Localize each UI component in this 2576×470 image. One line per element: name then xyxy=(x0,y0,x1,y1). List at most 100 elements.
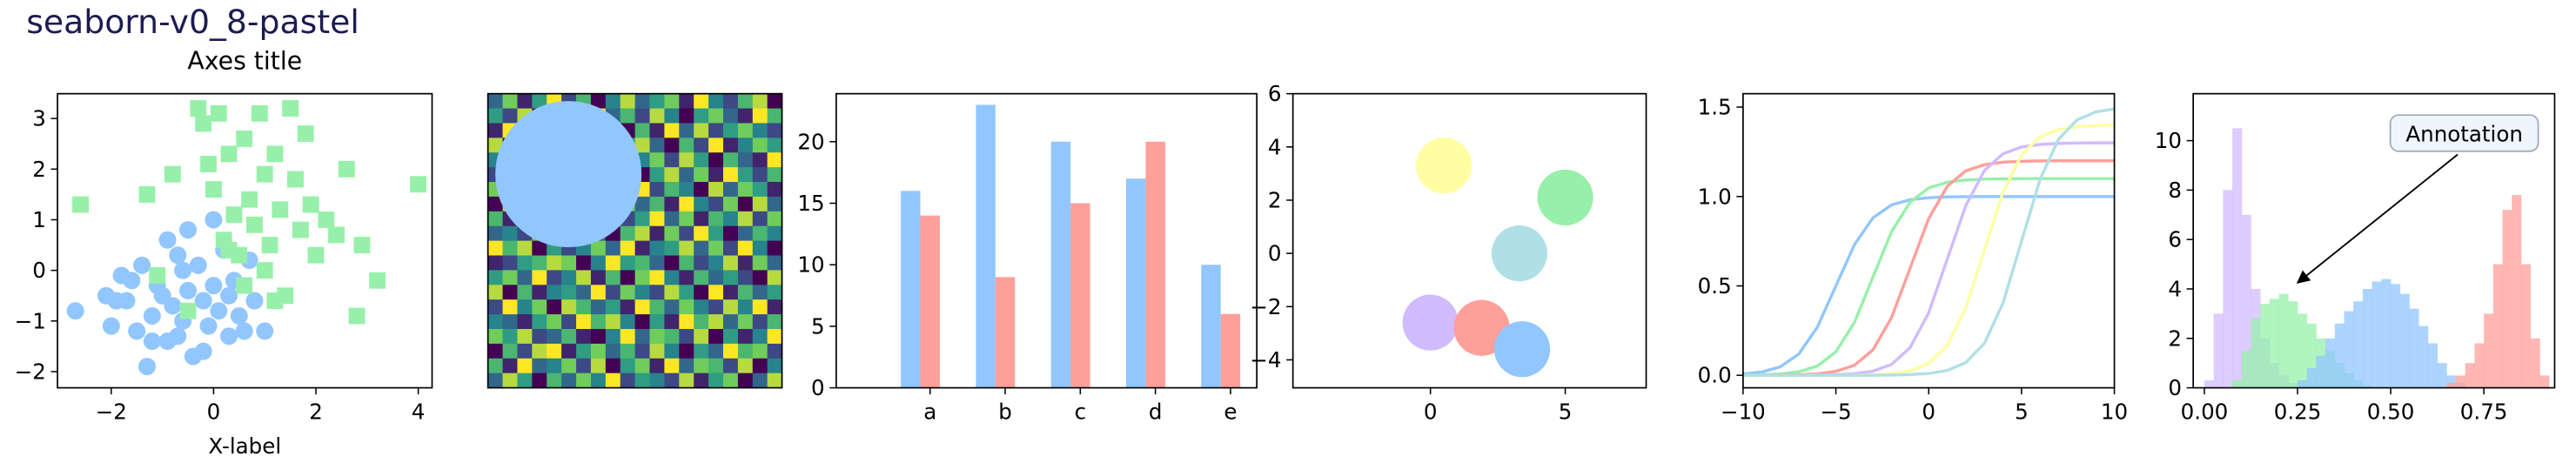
heatmap-cell xyxy=(694,314,709,330)
heatmap-cell xyxy=(694,358,709,374)
heatmap-cell xyxy=(605,328,621,345)
heatmap-cell xyxy=(737,328,754,345)
y-tick-label: 15 xyxy=(797,191,824,216)
heatmap-cell xyxy=(634,373,651,388)
bar xyxy=(901,191,921,388)
heatmap-cell xyxy=(649,167,665,183)
x-tick-label: c xyxy=(1075,399,1087,424)
heatmap-cell xyxy=(664,328,680,345)
heatmap-cell xyxy=(634,358,651,374)
heatmap-cell xyxy=(694,108,709,124)
heatmap-cell xyxy=(649,93,665,110)
histogram-bar xyxy=(2492,264,2503,388)
heatmap-cell xyxy=(722,255,739,271)
heatmap-cell xyxy=(708,123,724,138)
histogram-bar xyxy=(2223,190,2233,388)
heatmap-cell xyxy=(620,328,636,345)
heatmap-cell xyxy=(752,225,768,242)
histogram-bar xyxy=(2344,311,2354,388)
x-tick-label: 10 xyxy=(2101,399,2128,424)
heatmap-cell xyxy=(679,285,694,300)
heatmap-cell xyxy=(547,343,562,359)
heatmap-cell xyxy=(620,240,636,257)
square-point xyxy=(220,241,238,258)
heatmap-cell xyxy=(532,358,547,374)
heatmap-cell xyxy=(634,123,651,138)
heatmap-cell xyxy=(722,211,739,227)
heatmap-cell xyxy=(487,358,504,374)
histogram-bar xyxy=(2446,375,2457,388)
heatmap-cell xyxy=(708,343,724,359)
axes-frame xyxy=(1742,92,2116,389)
heatmap-cell xyxy=(502,358,519,374)
plot-area xyxy=(66,100,427,376)
heatmap-cell xyxy=(664,358,680,374)
heatmap-cell xyxy=(517,255,533,271)
heatmap-cell xyxy=(752,314,768,330)
y-tick-label: −2 xyxy=(1250,294,1281,319)
heatmap-cell xyxy=(532,93,547,110)
heatmap-cell xyxy=(649,152,665,168)
heatmap-cell xyxy=(679,93,694,110)
square-point xyxy=(195,115,212,132)
heatmap-cell xyxy=(532,314,547,330)
heatmap-cell xyxy=(576,285,592,300)
heatmap-cell xyxy=(547,285,562,300)
heatmap-cell xyxy=(649,240,665,257)
panel: −10 −5 0 5 10 0.0 0.5 1.0 1.5 xyxy=(1698,92,2128,424)
square-point xyxy=(72,196,89,213)
histogram-bar xyxy=(2530,338,2540,388)
heatmap-cell xyxy=(620,225,636,242)
square-point xyxy=(236,277,253,294)
circle-point xyxy=(174,261,192,279)
heatmap-cell xyxy=(634,285,651,300)
y-tick-label: 2 xyxy=(1268,187,1282,212)
square-point xyxy=(261,237,278,253)
heatmap-cell xyxy=(708,373,724,388)
panel xyxy=(486,92,783,389)
heatmap-cell xyxy=(664,211,680,227)
square-point xyxy=(246,216,263,233)
heatmap-cell xyxy=(620,343,636,359)
histogram-bar xyxy=(2399,293,2410,388)
square-point xyxy=(210,104,227,122)
heatmap-cell xyxy=(737,152,754,168)
heatmap-cell xyxy=(722,93,739,110)
heatmap-cell xyxy=(649,182,665,198)
heatmap-cell xyxy=(679,138,694,153)
heatmap-cell xyxy=(487,123,504,138)
heatmap-cell xyxy=(590,240,607,257)
y-tick-label: 0.0 xyxy=(1698,363,1732,388)
heatmap-cell xyxy=(664,270,680,285)
heatmap-cell xyxy=(649,299,665,315)
heatmap-cell xyxy=(694,196,709,212)
plot-area xyxy=(1742,107,2115,377)
heatmap-cell xyxy=(634,299,651,315)
heatmap-cell xyxy=(561,314,577,330)
square-point xyxy=(410,176,427,193)
heatmap-cell xyxy=(752,270,768,285)
histogram-bar xyxy=(2484,313,2494,388)
y-tick-label: 20 xyxy=(797,129,824,154)
histogram-bar xyxy=(2232,380,2243,388)
heatmap-cell xyxy=(487,270,504,285)
heatmap-cell xyxy=(708,108,724,124)
heatmap-cell xyxy=(576,343,592,359)
heatmap-cell xyxy=(708,182,724,198)
heatmap-cell xyxy=(576,328,592,345)
heatmap-cell xyxy=(679,108,694,124)
heatmap-cell xyxy=(620,270,636,285)
heatmap-cell xyxy=(590,373,607,388)
heatmap-cell xyxy=(752,240,768,257)
heatmap-cell xyxy=(547,358,562,374)
y-tick-label: 6 xyxy=(1268,81,1282,106)
heatmap-cell xyxy=(620,108,636,124)
axes-frame xyxy=(2192,92,2556,389)
heatmap-cell xyxy=(752,108,768,124)
y-tick-label: 8 xyxy=(2168,178,2182,203)
heatmap-cell xyxy=(708,299,724,315)
heatmap-cell xyxy=(590,285,607,300)
bubble xyxy=(1416,138,1472,194)
heatmap-cell xyxy=(664,108,680,124)
histogram-bar xyxy=(2241,214,2251,388)
